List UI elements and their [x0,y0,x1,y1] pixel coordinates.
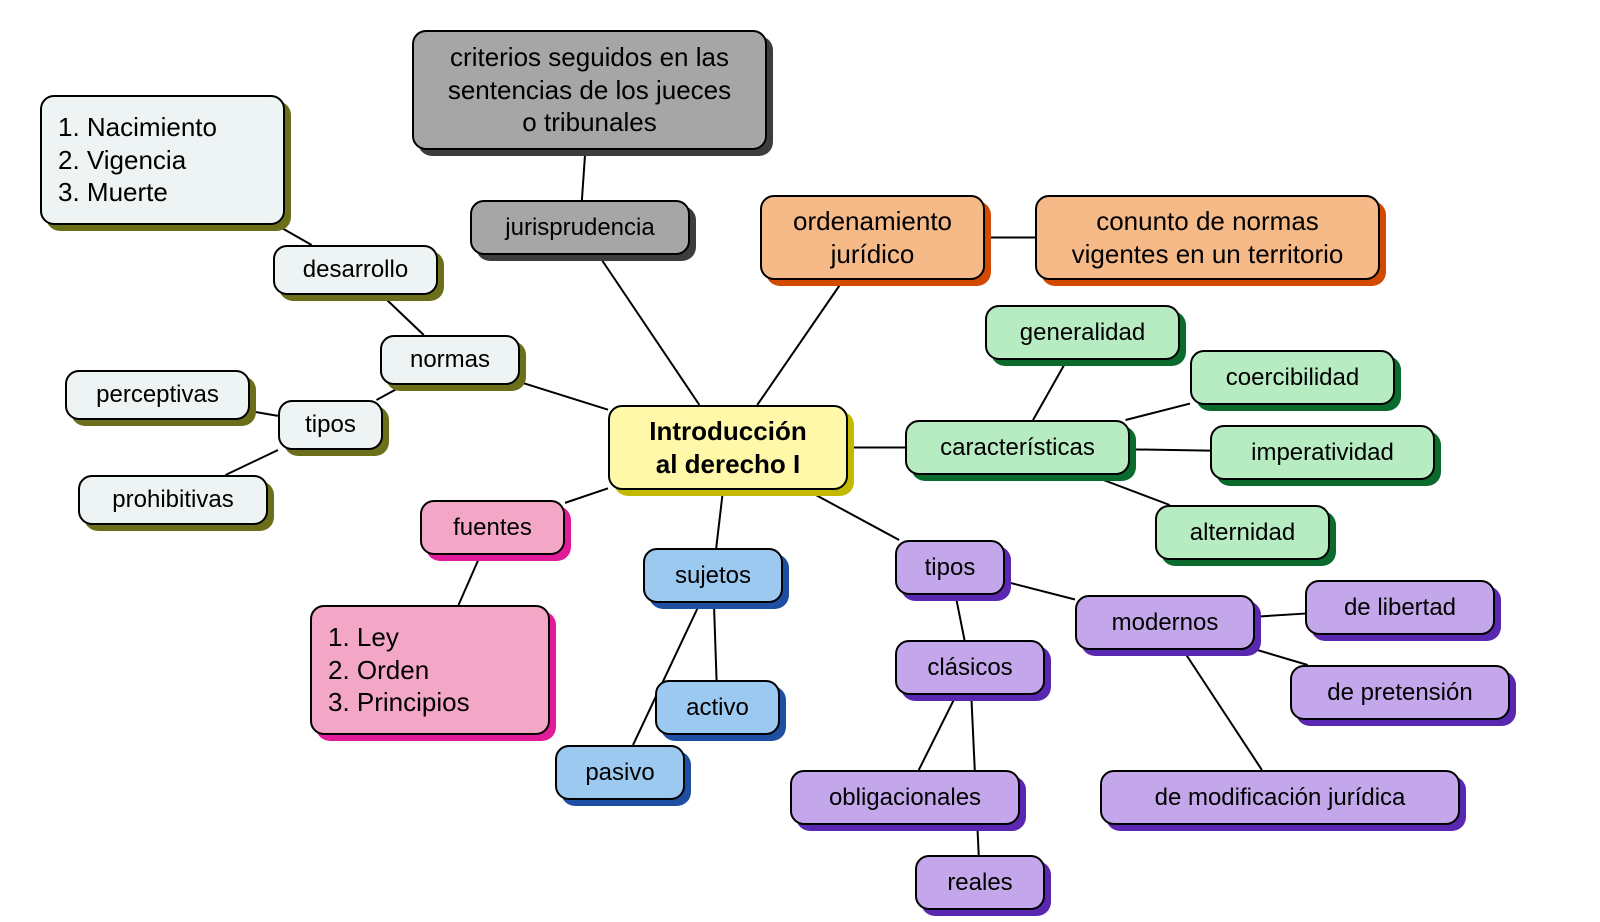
edge [459,555,481,605]
concept-map-canvas: Introducción al derecho I 1. Nacimiento 2… [0,0,1600,922]
node-de_pretension: de pretensión [1290,665,1510,720]
node-conjunto: conunto de normas vigentes en un territo… [1035,195,1380,280]
edge [714,603,717,680]
node-clasicos: clásicos [895,640,1045,695]
edge [1183,650,1262,770]
node-sujetos: sujetos [643,548,783,603]
node-alternidad: alternidad [1155,505,1330,560]
node-normas: normas [380,335,520,385]
node-perceptivas: perceptivas [65,370,250,420]
node-fuentes: fuentes [420,500,565,555]
edge [1005,582,1075,600]
edge [226,450,279,475]
node-obligacionales: obligacionales [790,770,1020,825]
node-pasivo: pasivo [555,745,685,800]
node-tipos_derechos: tipos [895,540,1005,595]
node-jurisprudencia: jurisprudencia [470,200,690,255]
edge [565,488,608,503]
edge [919,695,957,770]
edge [520,382,608,410]
node-de_libertad: de libertad [1305,580,1495,635]
node-coercibilidad: coercibilidad [1190,350,1395,405]
node-fuentes_list: 1. Ley 2. Orden 3. Principios [310,605,550,735]
edge [1033,360,1067,420]
edge [1130,449,1210,450]
node-ordenamiento: ordenamiento jurídico [760,195,985,280]
node-desarrollo: desarrollo [273,245,438,295]
node-modernos: modernos [1075,595,1255,650]
node-imperatividad: imperatividad [1210,425,1435,480]
node-activo: activo [655,680,780,735]
node-prohibitivas: prohibitivas [78,475,268,525]
node-tipos_normas: tipos [278,400,383,450]
node-nacimiento: 1. Nacimiento 2. Vigencia 3. Muerte [40,95,285,225]
node-de_modificacion: de modificación jurídica [1100,770,1460,825]
edge [757,280,843,405]
edge [1126,404,1190,420]
edge [1255,614,1305,617]
edge [382,295,424,335]
node-reales: reales [915,855,1045,910]
edge [956,595,965,640]
node-generalidad: generalidad [985,305,1180,360]
edge [582,150,585,200]
node-caracteristicas: características [905,420,1130,475]
edge [807,490,900,540]
edge [599,255,700,405]
node-criterios: criterios seguidos en las sentencias de … [412,30,767,150]
node-root: Introducción al derecho I [608,405,848,490]
edge [716,490,723,548]
edge [1255,649,1308,665]
